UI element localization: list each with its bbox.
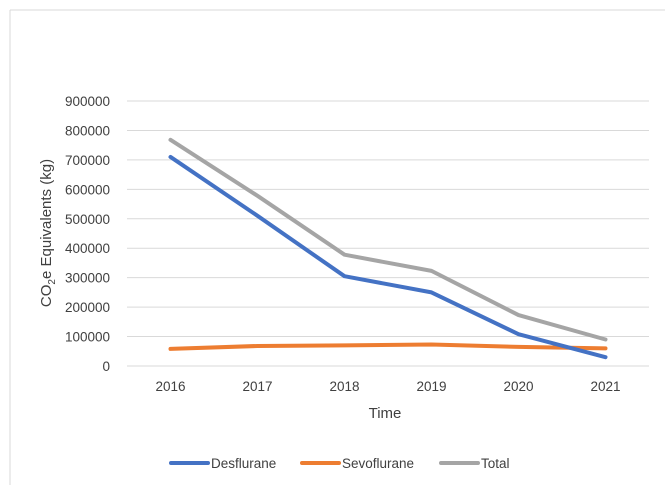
y-tick-label: 700000 [65,153,110,168]
y-tick-label: 900000 [65,94,110,109]
y-axis-title: CO2e Equivalents (kg) [38,159,58,307]
x-tick-label: 2020 [503,379,533,394]
y-tick-label: 100000 [65,330,110,345]
legend: Desflurane Sevoflurane Total [169,456,510,471]
y-tick-label: 400000 [65,241,110,256]
x-tick-label: 2017 [242,379,272,394]
x-axis-title: Time [369,405,402,422]
series-line-sevoflurane [168,342,608,351]
x-tick-label: 2019 [416,379,446,394]
x-tick-label: 2021 [590,379,620,394]
legend-label: Desflurane [211,456,276,471]
y-tick-label: 600000 [65,182,110,197]
y-axis-title-subscript: 2 [47,279,58,285]
x-tick-label: 2016 [155,379,185,394]
y-tick-label: 200000 [65,300,110,315]
series-line-total [168,137,608,342]
y-tick-label: 800000 [65,123,110,138]
y-tick-label: 300000 [65,271,110,286]
x-tick-label: 2018 [329,379,359,394]
gridlines [127,100,649,367]
y-axis-ticks: 0 100000 200000 300000 400000 500000 600000 700… [65,94,110,374]
legend-label: Total [481,456,510,471]
y-tick-label: 500000 [65,212,110,227]
x-axis-ticks: 2016 2017 2018 2019 2020 2021 [155,379,620,394]
series-line-desflurane [168,154,608,360]
legend-label: Sevoflurane [342,456,414,471]
y-tick-label: 0 [102,359,110,374]
series-layer [168,137,608,360]
